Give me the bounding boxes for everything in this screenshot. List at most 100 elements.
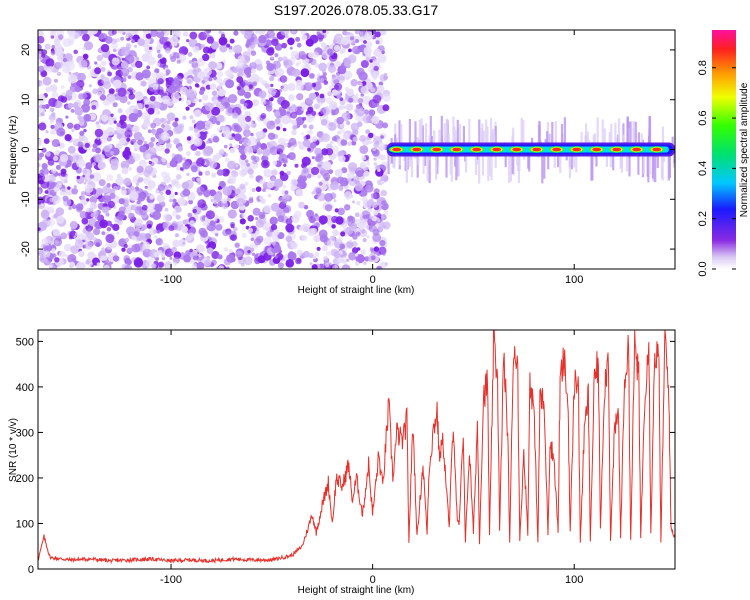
heatmap-noise-cell (363, 46, 372, 55)
heatmap-noise-cell (355, 231, 361, 237)
heatmap-noise-cell (133, 153, 141, 162)
heatmap-noise-cell (365, 41, 373, 48)
heatmap-streak-cell (394, 134, 397, 150)
heatmap-noise-cell (67, 102, 74, 109)
heatmap-noise-cell (364, 256, 370, 262)
heatmap-xtick-label: 0 (370, 274, 376, 286)
heatmap-noise-cell (251, 188, 256, 192)
heatmap-noise-cell (298, 201, 305, 209)
heatmap-noise-cell (131, 152, 135, 156)
heatmap-noise-cell (350, 122, 360, 132)
heatmap-streak-cell (673, 149, 675, 163)
heatmap-noise-cell (40, 203, 44, 207)
heatmap-noise-cell (75, 232, 79, 236)
heatmap-noise-cell (282, 184, 287, 189)
heatmap-noise-cell (221, 126, 230, 135)
heatmap-noise-cell (346, 120, 351, 125)
heatmap-noise-cell (56, 71, 62, 76)
heatmap-noise-cell (277, 262, 284, 269)
heatmap-noise-cell (91, 148, 96, 153)
heatmap-noise-cell (165, 47, 171, 54)
heatmap-noise-cell (178, 239, 186, 247)
heatmap-noise-cell (144, 165, 154, 174)
heatmap-noise-cell (189, 248, 193, 253)
heatmap-noise-cell (88, 207, 94, 213)
heatmap-noise-cell (93, 237, 98, 242)
heatmap-noise-cell (93, 228, 101, 236)
heatmap-noise-cell (340, 139, 348, 146)
heatmap-streak-cell (481, 132, 484, 150)
heatmap-noise-cell (107, 200, 115, 209)
heatmap-noise-cell (318, 215, 328, 225)
heatmap-noise-cell (312, 51, 319, 58)
heatmap-noise-cell (243, 106, 247, 111)
heatmap-noise-cell (60, 96, 68, 103)
heatmap-noise-cell (347, 215, 354, 222)
heatmap-noise-cell (288, 137, 297, 146)
colorbar-ticks: 0.0 0.2 0.4 0.6 0.8 (697, 60, 736, 277)
heatmap-streak-cell (462, 126, 465, 150)
heatmap-noise-cell (341, 167, 348, 174)
heatmap-noise-cell (244, 196, 248, 200)
heatmap-noise-cell (67, 122, 74, 129)
heatmap-noise-cell (85, 260, 90, 265)
heatmap-peak-core (452, 147, 462, 152)
heatmap-noise-cell (61, 188, 66, 193)
heatmap-noise-cell (148, 141, 154, 148)
heatmap-noise-cell (322, 30, 327, 34)
heatmap-noise-cell (71, 257, 76, 261)
heatmap-noise-cell (245, 131, 250, 137)
heatmap-noise-cell (328, 101, 338, 110)
heatmap-noise-cell (248, 84, 254, 89)
heatmap-noise-cell (139, 232, 147, 240)
heatmap-noise-cell (204, 131, 208, 135)
heatmap-noise-cell (349, 36, 355, 41)
heatmap-noise-cell (121, 46, 131, 56)
heatmap-noise-cell (116, 231, 120, 235)
heatmap-noise-cell (363, 170, 370, 177)
heatmap-noise-cell (235, 250, 243, 258)
heatmap-noise-cell (196, 186, 205, 195)
heatmap-noise-cell (76, 72, 86, 82)
heatmap-noise-cell (112, 223, 120, 231)
heatmap-noise-cell (192, 208, 197, 214)
heatmap-noise-cell (239, 218, 246, 225)
heatmap-noise-cell (107, 71, 112, 77)
heatmap-noise-cell (67, 186, 71, 190)
heatmap-noise-cell (60, 171, 66, 177)
heatmap-noise-cell (206, 36, 215, 44)
heatmap-noise-cell (260, 143, 268, 150)
heatmap-noise-cell (188, 126, 194, 131)
heatmap-streak-cell (617, 118, 621, 150)
heatmap-noise-cell (306, 209, 315, 218)
heatmap-noise-cell (364, 183, 374, 193)
heatmap-noise-cell (41, 53, 46, 58)
heatmap-noise-cell (92, 143, 98, 149)
heatmap-noise-cell (252, 99, 259, 107)
heatmap-noise-cell (199, 90, 205, 95)
heatmap-streak-cell (458, 123, 461, 150)
heatmap-noise-cell (229, 178, 236, 185)
heatmap-streak-cell (455, 130, 458, 150)
heatmap-streak-cell (671, 136, 674, 150)
heatmap-noise-cell (153, 229, 158, 234)
heatmap-noise-cell (82, 33, 90, 42)
heatmap-noise-cell (173, 138, 180, 145)
heatmap-noise-cell (126, 137, 131, 142)
heatmap-noise-cell (164, 207, 169, 212)
heatmap-noise-cell (285, 259, 295, 268)
heatmap-noise-cell (123, 255, 131, 262)
heatmap-noise-cell (216, 120, 221, 126)
heatmap-noise-cell (73, 235, 77, 239)
heatmap-streak-cell (516, 149, 519, 166)
heatmap-noise-cell (239, 81, 246, 87)
heatmap-noise-cell (301, 235, 308, 241)
heatmap-streak-cell (468, 119, 471, 150)
heatmap-streak-cell (393, 149, 396, 166)
heatmap-noise-cell (368, 109, 376, 116)
heatmap-noise-cell (50, 209, 54, 213)
heatmap-noise-cell (45, 86, 51, 93)
heatmap-noise-cell (366, 200, 375, 208)
heatmap-noise-cell (274, 67, 284, 77)
